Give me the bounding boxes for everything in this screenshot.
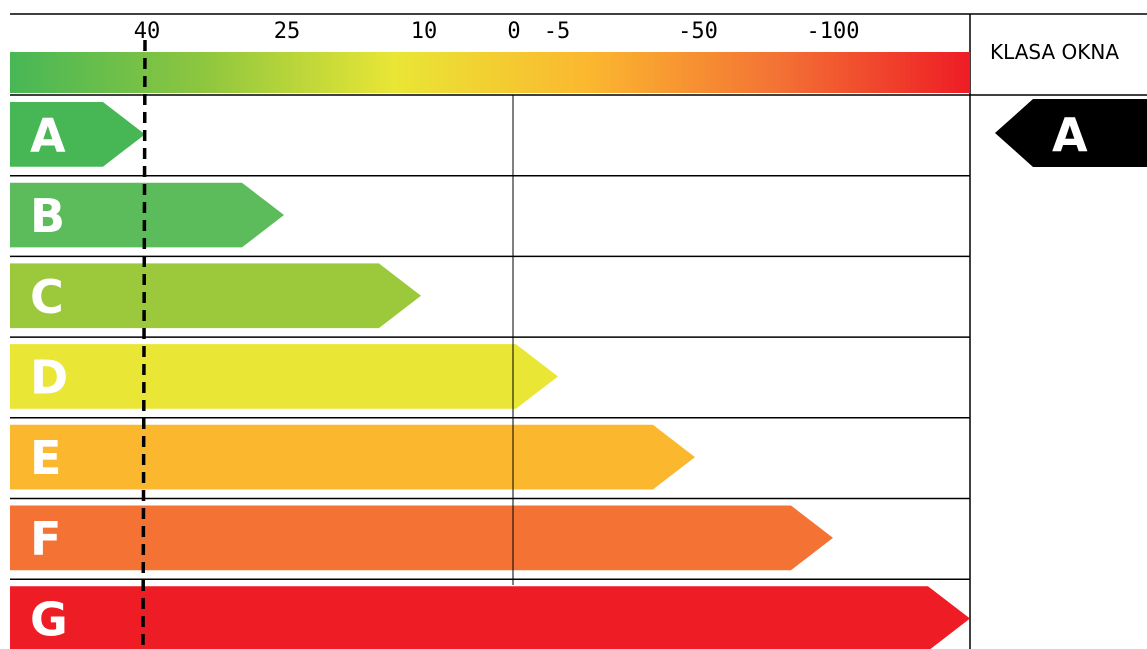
class-label-b: B [30,189,65,243]
class-bar-e [10,424,695,490]
class-label-g: G [30,593,68,647]
scale-tick-label: -50 [678,19,718,44]
class-bar-a [10,102,145,167]
panel-title: KLASA OKNA [990,40,1119,64]
scale-tick-label: 25 [274,19,301,44]
scale-gradient-bar [10,52,970,93]
scale-ticks: 40 25 10 0 -5 -50 -100 [134,19,860,44]
class-bar-b [10,182,284,248]
class-label-d: D [30,350,68,404]
scale-tick-label: 0 [507,19,520,44]
class-bar-f [10,505,833,571]
result-arrow [995,99,1147,167]
class-label-a: A [30,108,66,162]
class-label-c: C [30,270,64,324]
class-bar-d [10,344,558,409]
scale-tick-label: 40 [134,19,161,44]
class-bar-g [10,586,970,649]
scale-tick-label: 10 [411,19,438,44]
class-bar-c [10,263,421,329]
class-label-f: F [30,512,61,566]
class-label-e: E [30,431,61,485]
scale-tick-label: -5 [544,19,571,44]
marker-dashed-line [141,39,147,649]
result-rating-letter: A [1052,108,1088,162]
scale-tick-label: -100 [807,19,860,44]
